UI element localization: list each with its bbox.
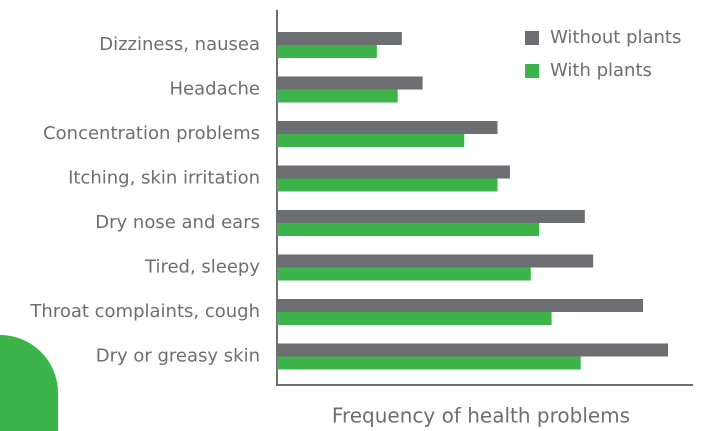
bar [277, 356, 581, 370]
bar [277, 32, 402, 45]
bar [277, 343, 669, 357]
y-tick-label: Concentration problems [43, 123, 260, 144]
bar [277, 76, 423, 90]
bar [277, 312, 552, 325]
bar [277, 254, 594, 268]
y-tick-label: Itching, skin irritation [68, 168, 260, 189]
y-tick-label: Dry nose and ears [95, 212, 260, 233]
bar [277, 45, 377, 58]
bar [277, 210, 585, 223]
bar [277, 267, 531, 281]
y-tick-label: Tired, sleepy [144, 257, 260, 278]
bar [277, 178, 498, 192]
bar [277, 134, 465, 147]
decor-blob [0, 335, 58, 431]
x-axis-label: Frequency of health problems [332, 404, 630, 428]
bar [277, 165, 510, 179]
legend-label: With plants [550, 60, 652, 81]
bar [277, 223, 540, 236]
y-tick-label: Dizziness, nausea [99, 34, 260, 55]
y-tick-label: Dry or greasy skin [96, 346, 260, 367]
legend-label: Without plants [550, 27, 681, 48]
legend-swatch [525, 64, 539, 78]
y-tick-label: Headache [170, 79, 260, 100]
bar [277, 121, 498, 134]
bar [277, 89, 398, 103]
legend-swatch [525, 31, 539, 45]
bar [277, 299, 644, 312]
y-tick-label: Throat complaints, cough [29, 301, 260, 322]
